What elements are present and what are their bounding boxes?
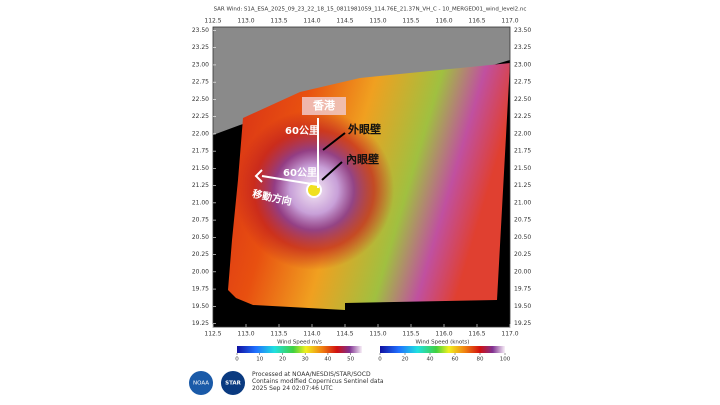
y-tick-label: 23.00: [514, 61, 531, 68]
annotation: 內眼壁: [346, 152, 379, 166]
x-tick-label: 114.5: [336, 18, 353, 25]
colorbar-tick-label: 60: [452, 357, 459, 363]
y-tick-label: 21.50: [192, 165, 209, 172]
y-tick-label: 20.75: [514, 217, 531, 224]
x-tick-label: 116.5: [468, 331, 485, 338]
y-tick-label: 22.75: [514, 79, 531, 86]
annotation: 60公里: [285, 125, 319, 137]
annotation: 外眼壁: [347, 122, 381, 136]
colorbar-tick-label: 80: [477, 357, 484, 363]
y-tick-label: 22.00: [514, 130, 531, 137]
colorbar-tick-label: 20: [279, 357, 286, 363]
y-tick-label: 23.50: [514, 27, 531, 34]
footer-line: Contains modified Copernicus Sentinel da…: [252, 378, 384, 385]
x-tick-label: 114.5: [336, 331, 353, 338]
y-tick-label: 19.75: [192, 286, 209, 293]
x-tick-label: 113.5: [270, 331, 287, 338]
y-tick-label: 23.50: [192, 27, 209, 34]
x-tick-label: 115.0: [369, 18, 386, 25]
colorbar-tick-label: 0: [378, 357, 382, 363]
map: [212, 26, 511, 328]
x-tick-label: 113.5: [270, 18, 287, 25]
x-tick-label: 116.0: [435, 18, 452, 25]
footer-line: 2025 Sep 24 02:07:46 UTC: [252, 385, 333, 392]
y-tick-label: 23.25: [514, 44, 531, 51]
logo-text: NOAA: [193, 381, 209, 387]
y-tick-label: 22.50: [514, 96, 531, 103]
logo: [189, 371, 213, 395]
colorbar-tick-label: 40: [427, 357, 434, 363]
label-box: [302, 97, 346, 115]
x-tick-label: 115.5: [402, 18, 419, 25]
y-tick-label: 22.75: [192, 79, 209, 86]
x-tick-label: 117.0: [501, 18, 518, 25]
y-tick-label: 22.25: [514, 113, 531, 120]
footer-line: Processed at NOAA/NESDIS/STAR/SOCD: [252, 371, 371, 378]
x-tick-label: 114.0: [303, 18, 320, 25]
y-tick-label: 21.00: [192, 199, 209, 206]
x-tick-label: 116.5: [468, 18, 485, 25]
y-tick-label: 20.50: [514, 234, 531, 241]
x-tick-label: 112.5: [204, 18, 221, 25]
y-tick-label: 19.75: [514, 286, 531, 293]
y-tick-label: 23.25: [192, 44, 209, 51]
colorbar-label: Wind Speed m/s: [277, 340, 322, 346]
frame: [212, 26, 511, 328]
y-tick-label: 20.50: [192, 234, 209, 241]
x-tick-label: 116.0: [435, 331, 452, 338]
y-tick-label: 21.25: [192, 182, 209, 189]
y-tick-label: 22.50: [192, 96, 209, 103]
colorbar-tick-label: 30: [302, 357, 309, 363]
y-tick-label: 19.25: [192, 320, 209, 327]
y-tick-label: 20.25: [514, 251, 531, 258]
y-tick-label: 20.00: [514, 268, 531, 275]
colorbar-tick-label: 0: [235, 357, 239, 363]
y-tick-label: 20.75: [192, 217, 209, 224]
colorbar-tick-label: 10: [256, 357, 263, 363]
y-tick-label: 23.00: [192, 61, 209, 68]
y-tick-label: 19.50: [192, 303, 209, 310]
colorbar-label: Wind Speed (knots): [416, 340, 470, 346]
arrow-head: [254, 169, 263, 183]
x-tick-label: 115.5: [402, 331, 419, 338]
y-tick-label: 22.00: [192, 130, 209, 137]
x-tick-label: 115.0: [369, 331, 386, 338]
y-tick-label: 21.75: [514, 148, 531, 155]
annotation: 60公里: [283, 167, 317, 179]
y-tick-label: 19.50: [514, 303, 531, 310]
title: SAR Wind: S1A_ESA_2025_09_23_22_18_15_08…: [214, 7, 527, 13]
y-tick-label: 21.00: [514, 199, 531, 206]
y-tick-label: 21.50: [514, 165, 531, 172]
colorbar-tick-label: 20: [402, 357, 409, 363]
x-tick-label: 112.5: [204, 331, 221, 338]
logo-text: STAR: [225, 381, 242, 387]
x-tick-label: 117.0: [501, 331, 518, 338]
colorbar-tick-label: 40: [324, 357, 331, 363]
colorbar: [380, 346, 505, 353]
colorbar-tick-label: 100: [500, 357, 511, 363]
y-tick-label: 19.25: [514, 320, 531, 327]
colorbar-tick-label: 50: [347, 357, 354, 363]
annotation: 香港: [312, 98, 336, 112]
colorbar: [237, 346, 362, 353]
y-tick-label: 22.25: [192, 113, 209, 120]
y-tick-label: 21.75: [192, 148, 209, 155]
logo: [221, 371, 245, 395]
y-tick-label: 20.00: [192, 268, 209, 275]
x-tick-label: 113.0: [237, 18, 254, 25]
y-tick-label: 20.25: [192, 251, 209, 258]
y-tick-label: 21.25: [514, 182, 531, 189]
logos: NOAA STAR: [189, 371, 245, 395]
x-tick-label: 114.0: [303, 331, 320, 338]
x-tick-label: 113.0: [237, 331, 254, 338]
